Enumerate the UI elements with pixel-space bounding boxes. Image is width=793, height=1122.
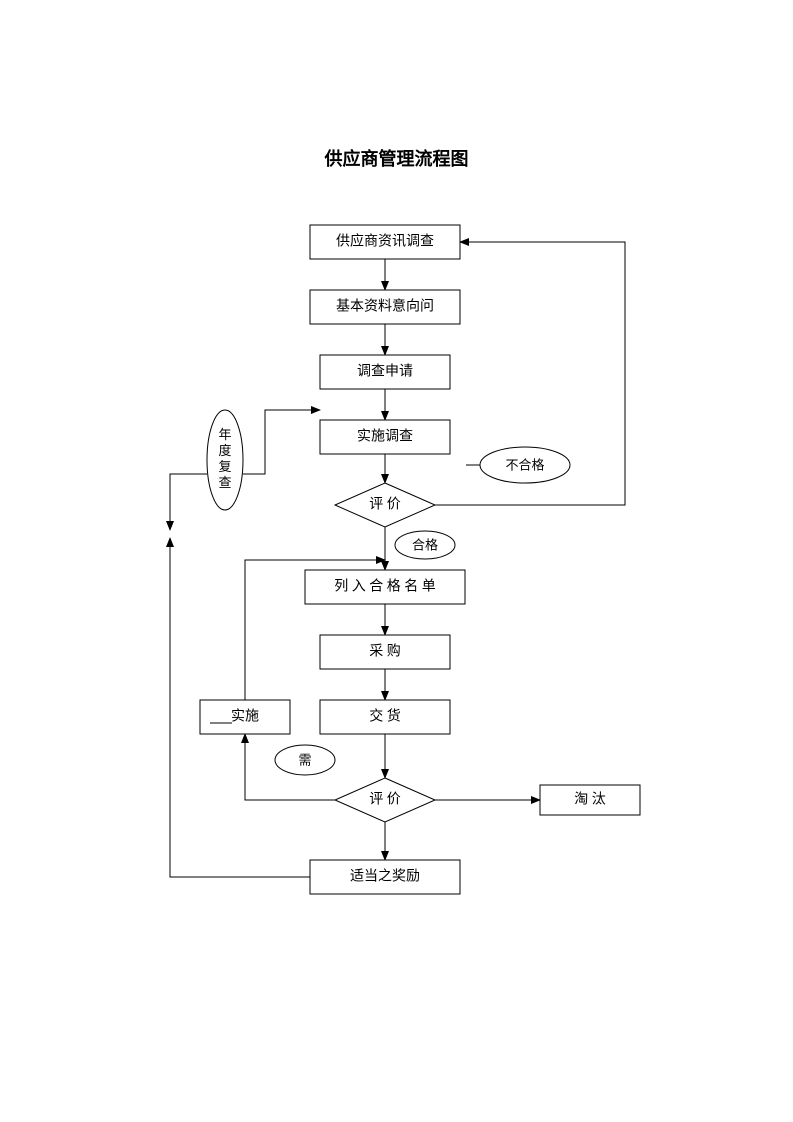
edge-a14 xyxy=(243,410,320,474)
node-e1: 不合格 xyxy=(480,447,570,483)
svg-text:交 货: 交 货 xyxy=(369,708,401,725)
node-n2: 基本资料意向问 xyxy=(310,290,460,324)
node-e4: 需 xyxy=(275,745,335,775)
svg-text:评 价: 评 价 xyxy=(369,792,401,808)
node-n3: 调查申请 xyxy=(320,355,450,389)
svg-text:评 价: 评 价 xyxy=(369,497,401,513)
svg-text:实施: 实施 xyxy=(231,709,259,725)
svg-text:供应商资讯调查: 供应商资讯调查 xyxy=(336,233,434,250)
svg-text:调查申请: 调查申请 xyxy=(357,364,413,380)
svg-text:采 购: 采 购 xyxy=(369,644,401,660)
node-d1: 评 价 xyxy=(335,483,435,527)
node-n4: 实施调查 xyxy=(320,420,450,454)
node-e2: 合格 xyxy=(395,531,455,559)
node-n7: 交 货 xyxy=(320,700,450,734)
node-n8: 实施 xyxy=(200,700,290,734)
svg-text:度: 度 xyxy=(218,443,231,458)
flowchart-canvas: 供应商资讯调查基本资料意向问调查申请实施调查评 价 不合格合格 年度复查列 入 合 … xyxy=(0,0,793,1122)
svg-text:适当之奖励: 适当之奖励 xyxy=(350,868,420,885)
svg-text:合格: 合格 xyxy=(412,538,438,553)
node-n9: 淘 汰 xyxy=(540,785,640,815)
node-d2: 评 价 xyxy=(335,778,435,822)
node-n5: 列 入 合 格 名 单 xyxy=(305,570,465,604)
node-n10: 适当之奖励 xyxy=(310,860,460,894)
svg-text:实施调查: 实施调查 xyxy=(357,429,413,445)
edge-a15 xyxy=(170,474,207,530)
svg-text:淘 汰: 淘 汰 xyxy=(574,792,606,808)
node-e3: 年度复查 xyxy=(207,410,243,510)
svg-text:查: 查 xyxy=(218,475,231,490)
svg-text:不合格: 不合格 xyxy=(505,458,544,473)
svg-text:需: 需 xyxy=(298,753,311,768)
edges-group xyxy=(170,242,625,877)
svg-text:年: 年 xyxy=(218,427,231,442)
svg-text:复: 复 xyxy=(218,459,231,474)
svg-text:基本资料意向问: 基本资料意向问 xyxy=(336,298,434,315)
svg-text:列 入 合 格 名 单: 列 入 合 格 名 单 xyxy=(334,579,436,595)
node-n6: 采 购 xyxy=(320,635,450,669)
node-n1: 供应商资讯调查 xyxy=(310,225,460,259)
